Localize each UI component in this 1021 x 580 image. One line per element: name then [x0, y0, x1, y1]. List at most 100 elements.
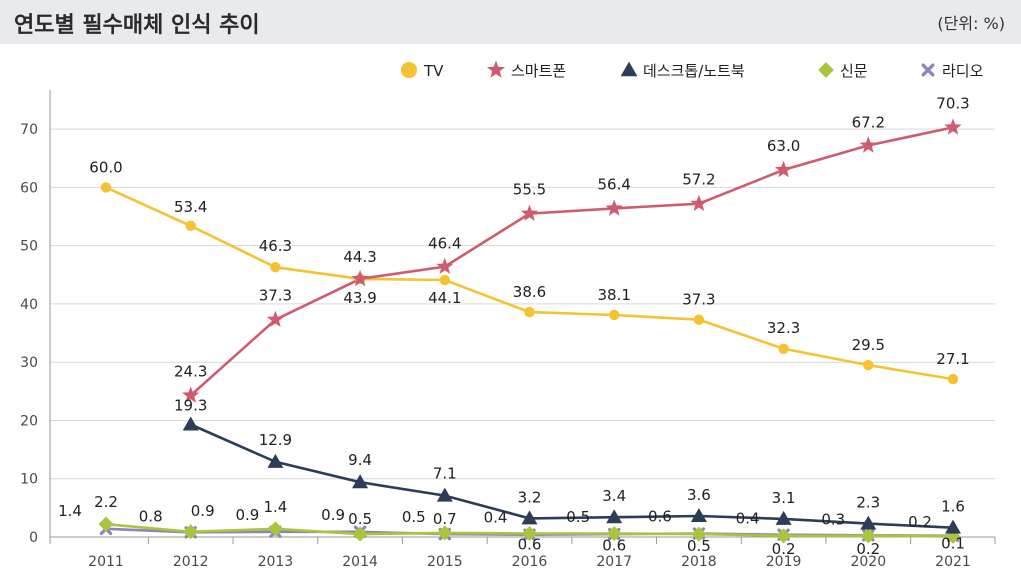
data-label: 63.0 — [767, 137, 800, 155]
data-label: 0.6 — [518, 536, 542, 554]
data-point-1 — [775, 160, 793, 178]
y-tick-label: 50 — [20, 239, 38, 255]
series-line-2 — [190, 423, 954, 529]
data-point-2 — [352, 474, 369, 489]
legend-label: TV — [423, 62, 444, 80]
data-point-1 — [182, 386, 200, 403]
data-point-0 — [524, 306, 535, 318]
x-tick-label: 2018 — [681, 554, 717, 570]
data-label: 46.3 — [259, 237, 292, 255]
data-point-3 — [352, 526, 368, 542]
x-tick-label: 2014 — [342, 554, 378, 570]
y-tick-label: 70 — [20, 122, 38, 138]
data-label: 29.5 — [852, 336, 885, 354]
data-label: 19.3 — [174, 397, 207, 415]
data-point-0 — [609, 309, 620, 321]
y-tick-label: 20 — [20, 413, 38, 429]
data-label: 0.6 — [648, 508, 672, 526]
legend-marker-3 — [818, 62, 834, 78]
data-point-3 — [267, 521, 283, 537]
data-point-1 — [944, 118, 962, 135]
unit-label: (단위: %) — [937, 14, 1005, 33]
legend-marker-2 — [620, 61, 638, 77]
data-point-1 — [436, 257, 454, 274]
data-label: 70.3 — [936, 94, 969, 112]
data-point-2 — [945, 519, 961, 534]
y-tick-label: 10 — [20, 472, 38, 488]
data-label: 56.4 — [597, 175, 630, 193]
data-label: 0.5 — [566, 508, 590, 526]
data-point-2 — [775, 510, 792, 525]
data-label: 0.2 — [772, 540, 796, 558]
data-point-3 — [98, 516, 114, 532]
data-label: 0.5 — [348, 510, 372, 528]
data-point-0 — [100, 182, 112, 193]
data-label: 0.9 — [235, 506, 259, 524]
data-point-2 — [521, 510, 538, 525]
data-label: 7.1 — [433, 465, 457, 483]
data-label: 0.2 — [856, 540, 880, 558]
y-tick-label: 0 — [29, 530, 38, 546]
data-label: 38.1 — [597, 286, 630, 304]
data-label: 55.5 — [513, 181, 546, 199]
series-markers — [98, 118, 962, 544]
x-tick-label: 2019 — [766, 554, 802, 570]
legend-label: 라디오 — [942, 62, 984, 80]
data-point-3 — [691, 526, 707, 542]
data-label: 0.1 — [941, 534, 965, 552]
grid-lines — [50, 128, 995, 480]
x-tick-label: 2011 — [88, 554, 124, 570]
data-point-3 — [860, 528, 876, 544]
data-label: 3.1 — [772, 489, 796, 507]
data-label: 60.0 — [89, 158, 122, 176]
data-point-3 — [522, 526, 537, 542]
data-label: 38.6 — [513, 283, 546, 301]
data-point-2 — [436, 487, 453, 502]
data-label: 3.6 — [687, 486, 711, 504]
x-tick-label: 2013 — [258, 554, 294, 570]
data-point-2 — [860, 515, 877, 530]
data-label: 1.4 — [263, 498, 287, 516]
data-point-3 — [437, 525, 453, 541]
data-label: 0.9 — [191, 502, 215, 520]
data-label: 0.6 — [602, 537, 626, 555]
y-tick-label: 30 — [20, 355, 38, 371]
x-tick-label: 2012 — [173, 554, 209, 570]
data-point-1 — [266, 310, 284, 327]
x-tick-label: 2017 — [596, 554, 632, 570]
legend-label: 스마트폰 — [511, 62, 566, 80]
data-point-1 — [605, 199, 623, 216]
data-label: 1.6 — [941, 498, 965, 516]
data-point-1 — [520, 204, 539, 221]
data-point-0 — [947, 373, 959, 385]
data-label: 44.1 — [428, 289, 461, 307]
data-label: 32.3 — [767, 319, 800, 337]
data-label: 1.4 — [58, 502, 82, 520]
axes: 0 10 20 30 40 50 60 70 2011 2012 2013 2014 2015 2016 2… — [20, 90, 996, 570]
data-point-1 — [690, 194, 708, 211]
data-labels: 60.0 53.4 46.3 43.9 44.1 38.6 38.1 37.3 32.3 29.5… — [58, 94, 970, 557]
data-label: 2.3 — [856, 494, 880, 512]
data-label: 9.4 — [348, 451, 372, 469]
data-label: 12.9 — [259, 431, 292, 449]
data-label: 37.3 — [259, 287, 292, 305]
legend-marker-0 — [400, 61, 418, 79]
y-tick-label: 60 — [20, 180, 38, 196]
data-label: 0.4 — [484, 509, 508, 527]
data-label: 0.5 — [402, 508, 426, 526]
x-tick-label: 2021 — [935, 554, 971, 570]
data-label: 57.2 — [682, 171, 715, 189]
data-point-0 — [863, 359, 874, 371]
data-label: 53.4 — [174, 198, 207, 216]
data-label: 46.4 — [428, 235, 461, 253]
data-point-2 — [690, 508, 707, 523]
data-label: 24.3 — [174, 362, 207, 380]
x-tick-label: 2020 — [850, 554, 886, 570]
data-label: 0.9 — [321, 506, 345, 524]
legend-label: 데스크톱/노트북 — [643, 62, 745, 80]
data-point-2 — [606, 509, 623, 524]
chart-header: 연도별 필수매체 인식 추이 (단위: %) — [0, 0, 1021, 44]
data-point-1 — [351, 269, 369, 287]
data-point-3 — [183, 524, 199, 540]
